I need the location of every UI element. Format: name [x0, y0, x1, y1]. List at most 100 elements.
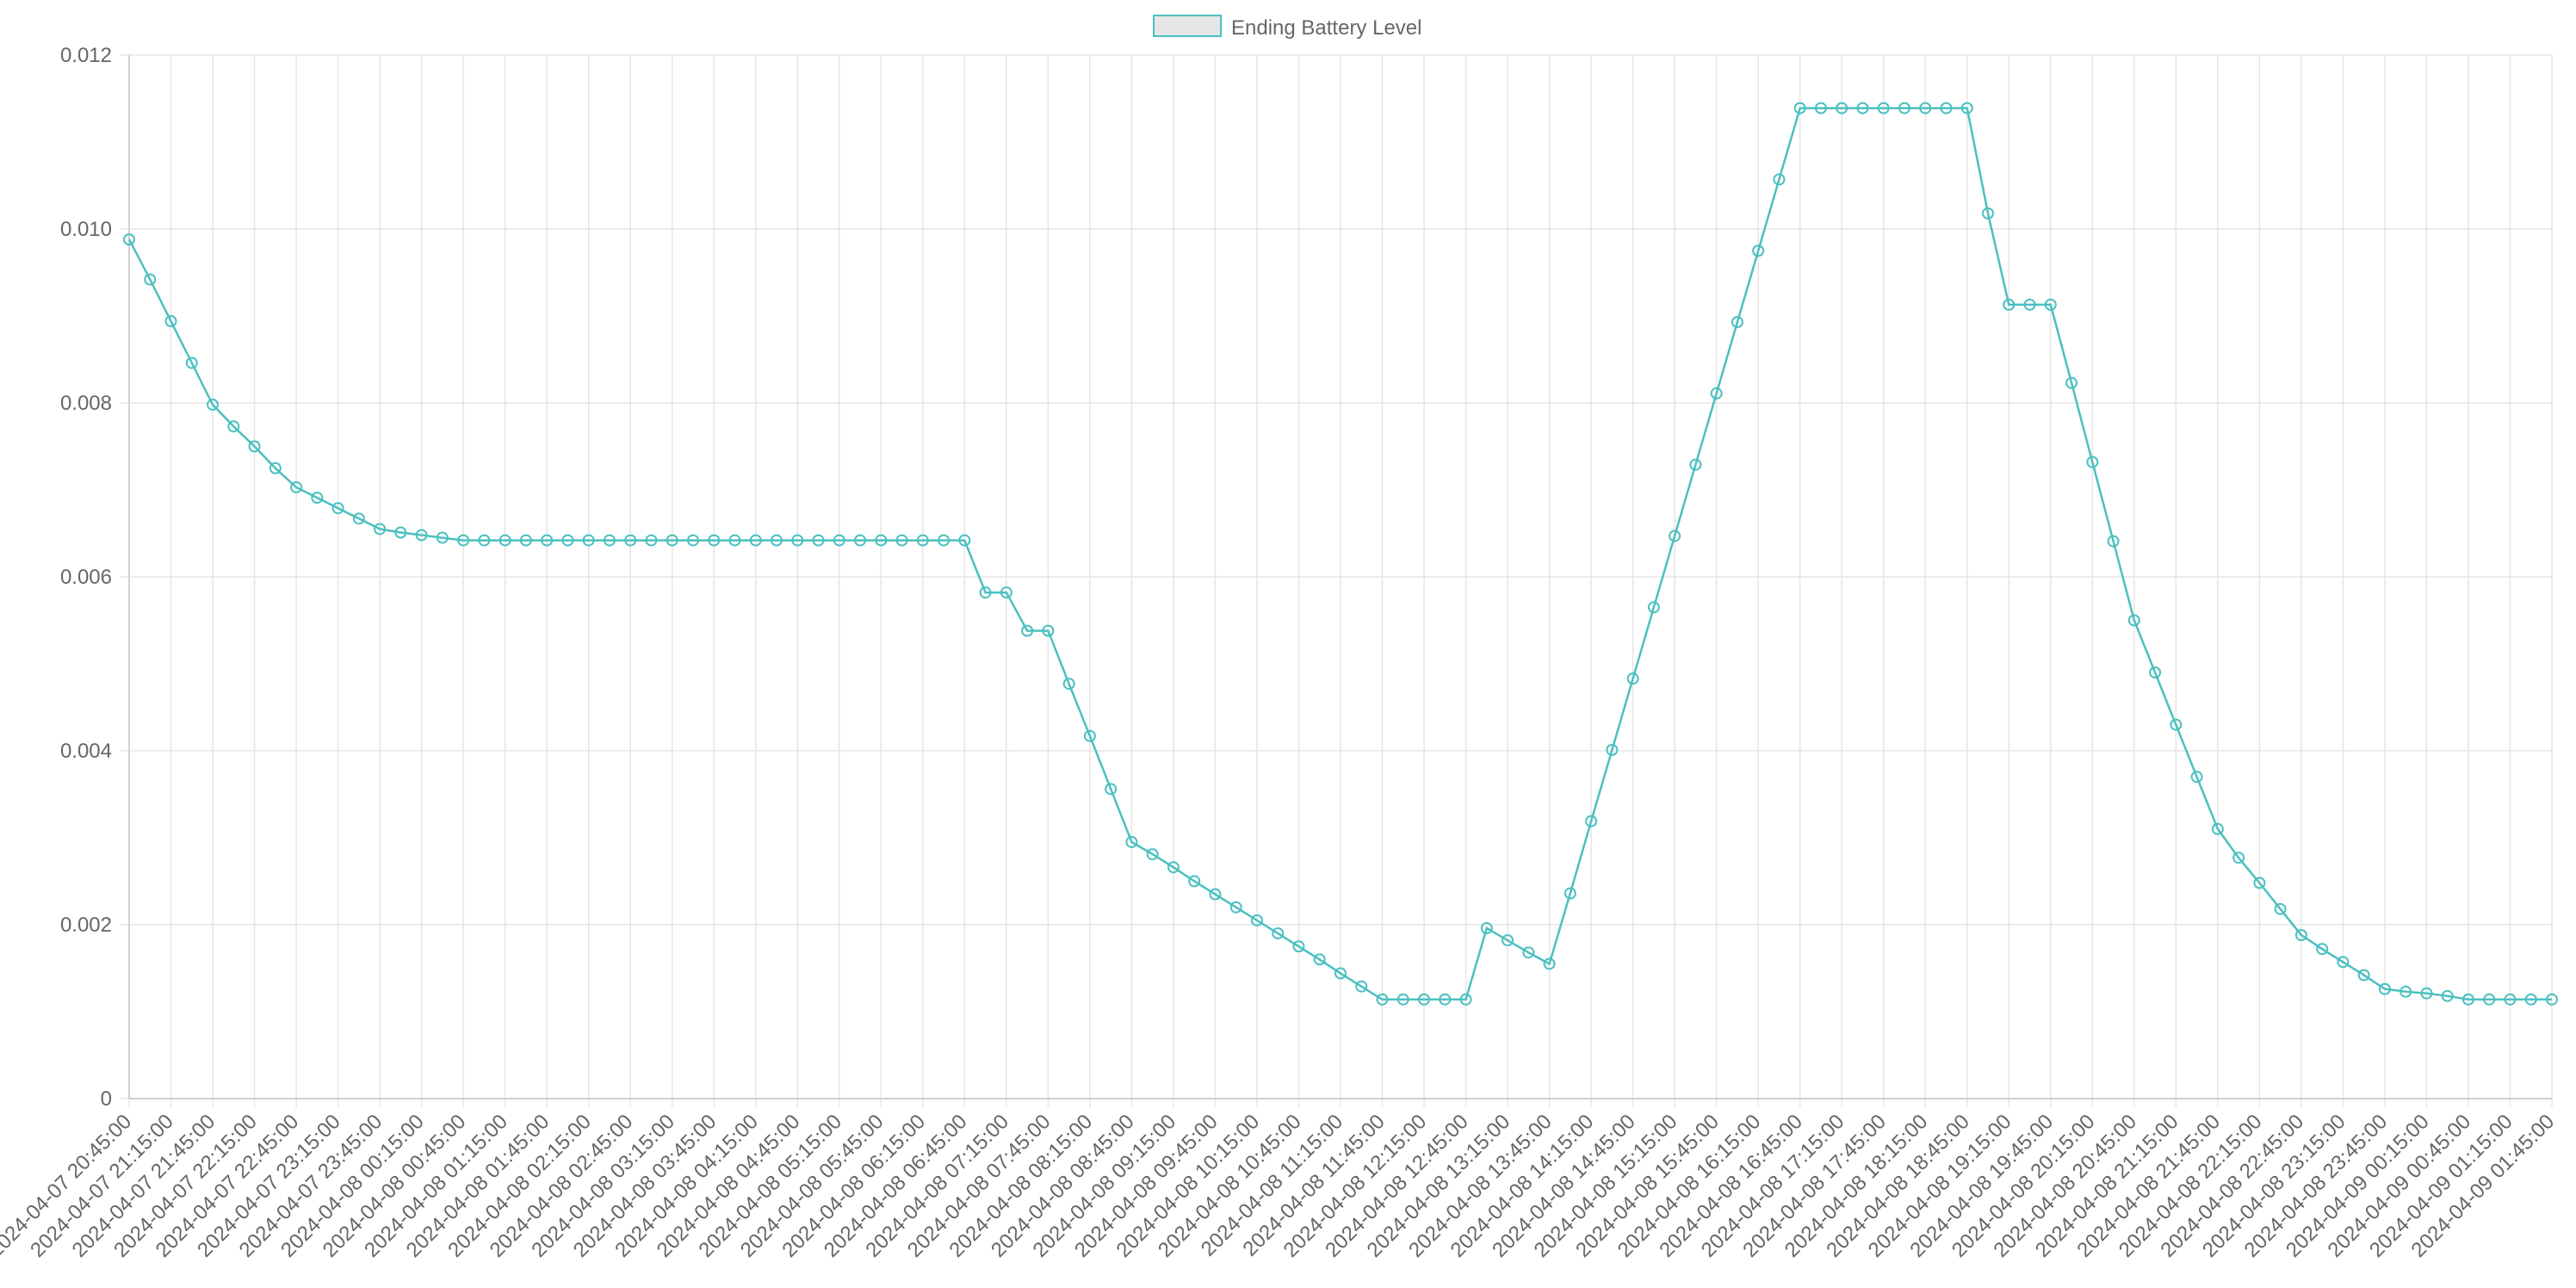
data-point[interactable]: [624, 534, 637, 547]
data-point[interactable]: [457, 534, 470, 547]
data-point[interactable]: [207, 399, 220, 412]
data-point[interactable]: [2065, 376, 2078, 389]
data-point[interactable]: [498, 534, 511, 547]
data-point[interactable]: [1042, 624, 1055, 637]
data-point[interactable]: [1292, 940, 1305, 953]
data-point[interactable]: [415, 529, 428, 542]
data-point[interactable]: [185, 356, 198, 369]
legend-label[interactable]: Ending Battery Level: [1231, 16, 1421, 40]
data-point[interactable]: [645, 534, 658, 547]
data-point[interactable]: [1564, 887, 1576, 900]
data-point[interactable]: [1334, 967, 1347, 980]
data-point[interactable]: [2127, 614, 2140, 627]
data-point[interactable]: [979, 586, 992, 599]
data-point[interactable]: [1877, 102, 1890, 115]
data-point[interactable]: [1919, 102, 1932, 115]
data-point[interactable]: [2086, 455, 2099, 468]
data-point[interactable]: [331, 502, 344, 515]
data-point[interactable]: [2253, 876, 2266, 889]
data-point[interactable]: [2400, 985, 2412, 998]
data-point[interactable]: [916, 534, 929, 547]
data-point[interactable]: [1355, 980, 1368, 993]
data-point[interactable]: [749, 534, 762, 547]
data-point[interactable]: [269, 461, 282, 474]
data-point[interactable]: [1626, 672, 1639, 685]
data-point[interactable]: [1167, 861, 1180, 874]
data-point[interactable]: [478, 534, 491, 547]
data-point[interactable]: [1522, 946, 1535, 959]
data-point[interactable]: [1418, 993, 1431, 1006]
data-point[interactable]: [1543, 957, 1556, 970]
legend[interactable]: Ending Battery Level: [1153, 15, 1421, 40]
data-point[interactable]: [895, 534, 908, 547]
data-point[interactable]: [2211, 822, 2224, 835]
data-point[interactable]: [2378, 982, 2391, 995]
data-point[interactable]: [374, 523, 387, 536]
data-point[interactable]: [352, 512, 365, 525]
data-point[interactable]: [2461, 993, 2474, 1006]
data-point[interactable]: [771, 534, 783, 547]
data-point[interactable]: [2504, 993, 2517, 1006]
data-point[interactable]: [1836, 102, 1848, 115]
data-point[interactable]: [2546, 993, 2558, 1006]
data-point[interactable]: [875, 534, 888, 547]
data-point[interactable]: [2003, 298, 2016, 311]
data-point[interactable]: [164, 315, 177, 328]
data-point[interactable]: [1773, 173, 1786, 186]
data-point[interactable]: [1188, 875, 1201, 888]
data-point[interactable]: [2316, 943, 2329, 956]
data-point[interactable]: [519, 534, 532, 547]
data-point[interactable]: [561, 534, 574, 547]
data-point[interactable]: [1396, 993, 1409, 1006]
data-point[interactable]: [1669, 529, 1681, 542]
data-point[interactable]: [2337, 956, 2350, 969]
data-point[interactable]: [123, 233, 135, 246]
data-point[interactable]: [854, 534, 867, 547]
data-point[interactable]: [144, 273, 157, 286]
data-point[interactable]: [1021, 624, 1034, 637]
data-point[interactable]: [2524, 993, 2537, 1006]
data-point[interactable]: [1814, 102, 1827, 115]
data-point[interactable]: [1960, 102, 1973, 115]
data-point[interactable]: [1376, 993, 1389, 1006]
data-point[interactable]: [290, 480, 303, 493]
data-point[interactable]: [1000, 586, 1012, 599]
data-point[interactable]: [1229, 901, 1242, 913]
data-point[interactable]: [812, 534, 825, 547]
data-point[interactable]: [686, 534, 699, 547]
data-point[interactable]: [1459, 993, 1472, 1006]
data-point[interactable]: [248, 440, 261, 453]
data-point[interactable]: [1752, 245, 1765, 257]
data-point[interactable]: [1982, 207, 1995, 220]
data-point[interactable]: [1585, 814, 1598, 827]
data-point[interactable]: [1083, 729, 1096, 742]
data-point[interactable]: [2357, 969, 2370, 981]
data-point[interactable]: [1125, 836, 1138, 849]
data-point[interactable]: [394, 526, 407, 539]
data-point[interactable]: [2274, 902, 2287, 915]
data-point[interactable]: [1146, 848, 1159, 861]
data-point[interactable]: [603, 534, 616, 547]
data-point[interactable]: [2294, 929, 2307, 942]
data-point[interactable]: [2190, 771, 2203, 783]
data-point[interactable]: [2232, 851, 2245, 864]
data-point[interactable]: [938, 534, 951, 547]
data-point[interactable]: [2149, 666, 2162, 679]
data-point[interactable]: [227, 420, 240, 433]
data-point[interactable]: [666, 534, 678, 547]
data-point[interactable]: [1439, 993, 1452, 1006]
data-point[interactable]: [1898, 102, 1910, 115]
data-point[interactable]: [2441, 989, 2454, 1002]
data-point[interactable]: [1689, 458, 1702, 471]
data-point[interactable]: [958, 534, 971, 547]
data-point[interactable]: [1313, 953, 1326, 966]
data-point[interactable]: [1940, 102, 1953, 115]
data-point[interactable]: [1105, 783, 1118, 796]
data-point[interactable]: [1209, 888, 1222, 901]
data-point[interactable]: [1710, 387, 1723, 399]
data-point[interactable]: [791, 534, 804, 547]
data-point[interactable]: [2107, 535, 2120, 548]
legend-swatch[interactable]: [1153, 15, 1222, 37]
data-point[interactable]: [1062, 678, 1075, 690]
data-point[interactable]: [311, 492, 324, 505]
